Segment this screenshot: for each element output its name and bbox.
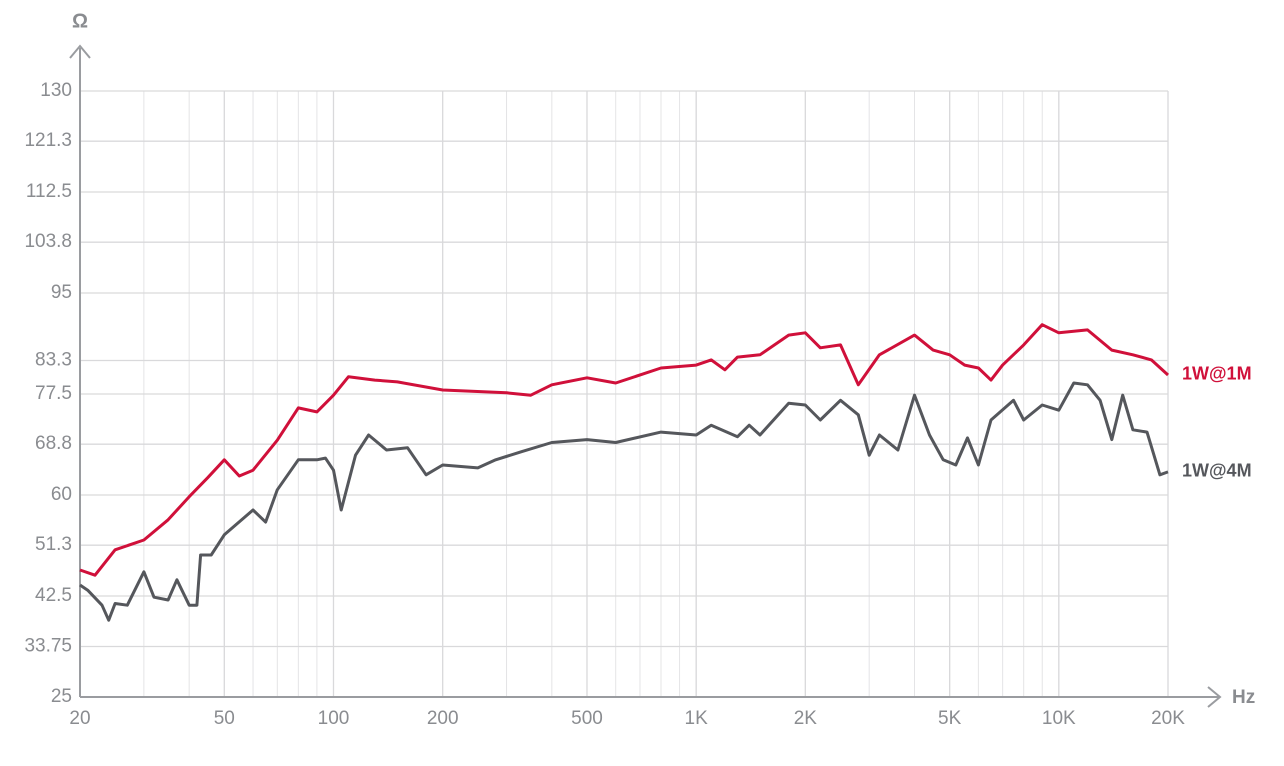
- grid: 25 33.75 42.5 51.3 60 68.8 77.5 83.3 95 103.8 112.…: [24, 80, 1185, 729]
- y-axis-label: Ω: [72, 10, 88, 32]
- y-tick-label: 83.3: [35, 350, 72, 371]
- y-tick-label: 77.5: [35, 383, 72, 404]
- y-tick-label: 130: [40, 80, 72, 101]
- x-tick-label: 20: [69, 708, 90, 729]
- x-axis-arrow: [1207, 686, 1222, 708]
- legend-label: 1W@4M: [1182, 461, 1252, 481]
- y-tick-label: 103.8: [24, 231, 72, 252]
- x-tick-label: 200: [427, 708, 459, 729]
- plot-area: 1W@1M 1W@4M: [79, 323, 1252, 622]
- y-tick-label: 51.3: [35, 534, 72, 555]
- x-axis-label: Hz: [1232, 687, 1255, 708]
- legend-label: 1W@1M: [1182, 364, 1252, 384]
- axes: Ω Hz: [69, 10, 1255, 708]
- x-tick-label: 20K: [1151, 708, 1185, 729]
- x-tick-label: 50: [214, 708, 235, 729]
- series-line: [79, 381, 1169, 622]
- y-tick-label: 121.3: [24, 130, 72, 151]
- series-line: [79, 323, 1170, 577]
- y-tick-label: 25: [51, 686, 72, 707]
- y-tick-label: 42.5: [35, 585, 72, 606]
- y-axis-arrow: [69, 44, 91, 59]
- x-tick-label: 100: [318, 708, 350, 729]
- x-tick-label: 10K: [1042, 708, 1076, 729]
- x-tick-label: 1K: [685, 708, 709, 729]
- x-tick-label: 5K: [938, 708, 962, 729]
- y-tick-label: 68.8: [35, 433, 72, 454]
- x-tick-label: 2K: [794, 708, 818, 729]
- y-tick-label: 112.5: [26, 181, 72, 202]
- y-tick-label: 95: [51, 282, 72, 303]
- y-tick-label: 60: [51, 484, 72, 505]
- y-tick-label: 33.75: [24, 636, 72, 657]
- x-tick-label: 500: [571, 708, 603, 729]
